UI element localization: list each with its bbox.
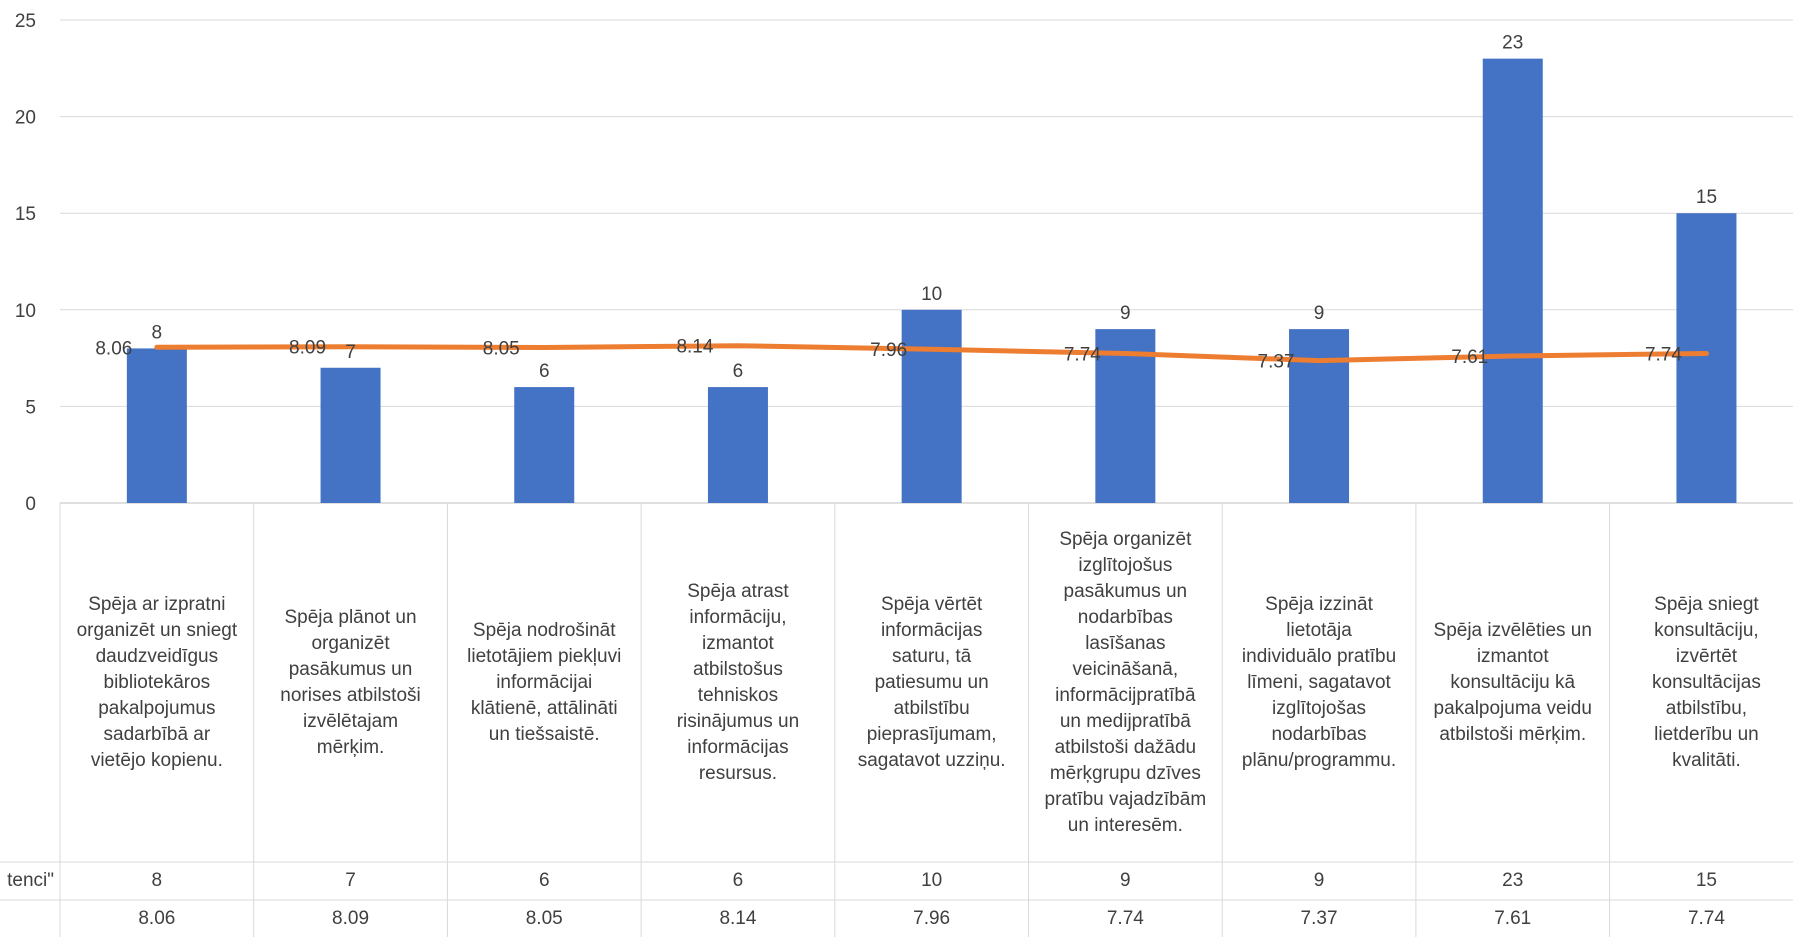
- bar: [901, 309, 962, 503]
- category-label: Spēja nodrošināt lietotājiem piekļuvi info…: [467, 619, 622, 745]
- category-label: Spēja organizēt izglītojošus pasākumus un n…: [1044, 528, 1207, 836]
- line-value-label: 7.74: [1645, 344, 1682, 365]
- bar-series: [126, 58, 1737, 503]
- table-cell: 7.37: [1300, 907, 1338, 929]
- line-value-label: 8.09: [289, 338, 326, 359]
- bar: [1482, 58, 1543, 503]
- bar-value-label: 6: [733, 361, 744, 382]
- category-label: Spēja sniegt konsultāciju, izvērtēt konsult…: [1652, 593, 1761, 771]
- table-row-header: tenci": [7, 870, 54, 891]
- y-tick-label: 0: [25, 494, 36, 515]
- table-cell: 7: [345, 870, 356, 891]
- bar-value-label: 8: [152, 322, 163, 343]
- category-label: Spēja atrast informāciju, izmantot atbilsto…: [676, 580, 800, 784]
- data-table-grid: [0, 503, 1793, 937]
- y-tick-label: 20: [15, 108, 36, 129]
- table-cell: 8: [151, 870, 163, 891]
- line-value-label: 7.37: [1258, 352, 1295, 373]
- y-axis-ticks: 0 5 10 15 20 25: [15, 11, 36, 515]
- table-cell: 8.14: [719, 907, 757, 929]
- bar-value-label: 15: [1696, 187, 1717, 208]
- category-label: Spēja ar izpratni organizēt un sniegt daud…: [76, 593, 238, 771]
- data-labels: 8 7 6 6 10 9 9 23 15 8.06 8.09 8.05 8.14 7.96 7.74 7.37…: [95, 33, 1717, 382]
- line-value-label: 8.06: [95, 338, 132, 359]
- bar: [707, 387, 768, 503]
- table-cell: 6: [732, 870, 744, 891]
- table-cell: 7.74: [1687, 907, 1725, 929]
- table-cell: 15: [1695, 870, 1717, 891]
- category-label: Spēja izzināt lietotāja individuālo pratīb…: [1241, 593, 1397, 771]
- line-value-label: 7.61: [1451, 347, 1488, 368]
- bar-value-label: 6: [539, 361, 550, 382]
- table-cell: 8.06: [138, 907, 176, 929]
- category-label: Spēja vērtēt informācijas saturu, tā paties…: [857, 593, 1006, 771]
- table-cell: 7.61: [1494, 907, 1532, 929]
- table-cell: 9: [1313, 870, 1325, 891]
- bar-value-label: 23: [1502, 33, 1523, 54]
- bar-value-label: 7: [345, 342, 356, 363]
- bar: [514, 387, 575, 503]
- y-tick-label: 15: [15, 204, 36, 225]
- line-value-label: 8.05: [483, 338, 520, 359]
- line-series: [154, 343, 1709, 364]
- bar: [1289, 329, 1350, 503]
- bar-value-label: 10: [921, 284, 942, 305]
- bar: [320, 367, 381, 503]
- table-cell: 7.96: [913, 907, 951, 929]
- category-label: Spēja izvēlēties un izmantot konsultāciju …: [1433, 619, 1592, 745]
- trend-line: [154, 343, 1709, 364]
- line-value-label: 8.14: [676, 337, 713, 358]
- table-cell: 9: [1120, 870, 1131, 891]
- bar: [1095, 329, 1156, 503]
- table-cell: 8.05: [525, 907, 563, 929]
- bar: [126, 348, 187, 503]
- table-cell: 6: [538, 870, 550, 891]
- category-label: Spēja plānot un organizēt pasākumus un nori…: [280, 606, 421, 758]
- y-tick-label: 5: [25, 397, 36, 418]
- bar: [1676, 213, 1737, 503]
- table-cell: 7.74: [1106, 907, 1144, 929]
- bar-value-label: 9: [1314, 303, 1325, 324]
- y-tick-label: 10: [15, 301, 36, 322]
- table-cell: 23: [1502, 870, 1524, 891]
- line-value-label: 7.96: [870, 340, 907, 361]
- y-tick-label: 25: [15, 11, 36, 32]
- table-cell: 8.09: [332, 907, 370, 929]
- bar-value-label: 9: [1120, 303, 1131, 324]
- table-cell: 10: [921, 870, 943, 891]
- line-value-label: 7.74: [1064, 344, 1101, 365]
